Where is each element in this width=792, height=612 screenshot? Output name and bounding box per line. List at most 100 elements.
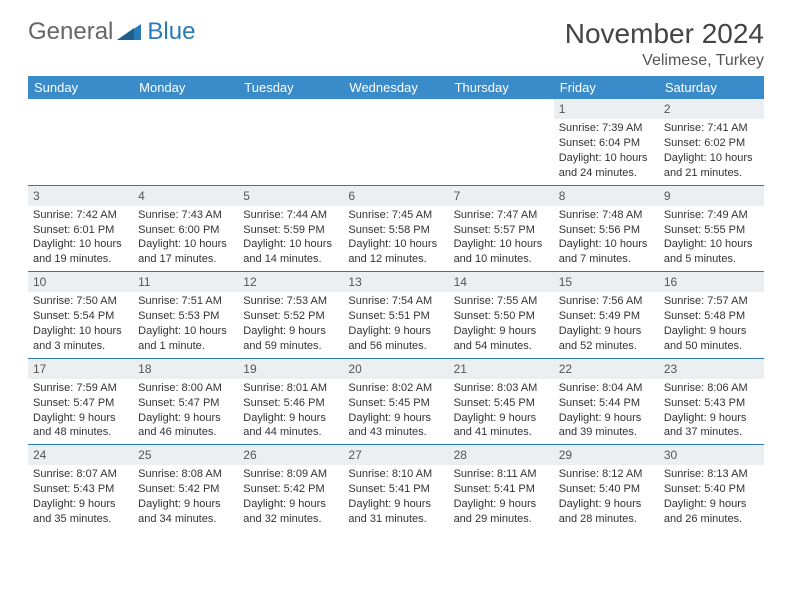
calendar-cell	[133, 99, 238, 185]
sunrise-text: Sunrise: 7:51 AM	[138, 294, 233, 309]
day-details: Sunrise: 7:59 AMSunset: 5:47 PMDaylight:…	[28, 379, 133, 444]
daylight-line1: Daylight: 9 hours	[664, 497, 759, 512]
sunset-text: Sunset: 5:43 PM	[664, 396, 759, 411]
logo-triangle-icon	[117, 22, 143, 42]
calendar-week: 24Sunrise: 8:07 AMSunset: 5:43 PMDayligh…	[28, 445, 764, 531]
day-details: Sunrise: 8:12 AMSunset: 5:40 PMDaylight:…	[554, 465, 659, 530]
daylight-line1: Daylight: 9 hours	[454, 324, 549, 339]
daylight-line1: Daylight: 9 hours	[138, 497, 233, 512]
calendar-cell: 10Sunrise: 7:50 AMSunset: 5:54 PMDayligh…	[28, 272, 133, 359]
sunrise-text: Sunrise: 7:43 AM	[138, 208, 233, 223]
day-header: Friday	[554, 76, 659, 99]
sunrise-text: Sunrise: 7:48 AM	[559, 208, 654, 223]
sunrise-text: Sunrise: 8:01 AM	[243, 381, 338, 396]
calendar-cell	[238, 99, 343, 185]
sunset-text: Sunset: 5:47 PM	[138, 396, 233, 411]
calendar-week: 10Sunrise: 7:50 AMSunset: 5:54 PMDayligh…	[28, 272, 764, 359]
daylight-line1: Daylight: 9 hours	[33, 497, 128, 512]
calendar-cell: 30Sunrise: 8:13 AMSunset: 5:40 PMDayligh…	[659, 445, 764, 531]
daylight-line1: Daylight: 10 hours	[243, 237, 338, 252]
sunrise-text: Sunrise: 7:41 AM	[664, 121, 759, 136]
calendar-cell: 6Sunrise: 7:45 AMSunset: 5:58 PMDaylight…	[343, 185, 448, 272]
daylight-line2: and 10 minutes.	[454, 252, 549, 267]
sunrise-text: Sunrise: 7:44 AM	[243, 208, 338, 223]
daylight-line1: Daylight: 9 hours	[559, 411, 654, 426]
day-details: Sunrise: 7:41 AMSunset: 6:02 PMDaylight:…	[659, 119, 764, 184]
day-number: 23	[659, 359, 764, 379]
sunset-text: Sunset: 5:44 PM	[559, 396, 654, 411]
day-details: Sunrise: 8:04 AMSunset: 5:44 PMDaylight:…	[554, 379, 659, 444]
day-number: 6	[343, 186, 448, 206]
day-details: Sunrise: 7:39 AMSunset: 6:04 PMDaylight:…	[554, 119, 659, 184]
sunset-text: Sunset: 6:04 PM	[559, 136, 654, 151]
calendar-cell: 12Sunrise: 7:53 AMSunset: 5:52 PMDayligh…	[238, 272, 343, 359]
day-number: 7	[449, 186, 554, 206]
daylight-line2: and 28 minutes.	[559, 512, 654, 527]
day-number: 30	[659, 445, 764, 465]
calendar-cell: 2Sunrise: 7:41 AMSunset: 6:02 PMDaylight…	[659, 99, 764, 185]
daylight-line1: Daylight: 9 hours	[33, 411, 128, 426]
day-details: Sunrise: 7:53 AMSunset: 5:52 PMDaylight:…	[238, 292, 343, 357]
daylight-line1: Daylight: 10 hours	[454, 237, 549, 252]
calendar-cell	[449, 99, 554, 185]
sunset-text: Sunset: 5:40 PM	[664, 482, 759, 497]
day-number: 27	[343, 445, 448, 465]
header-row: General Blue November 2024 Velimese, Tur…	[28, 18, 764, 70]
daylight-line2: and 50 minutes.	[664, 339, 759, 354]
daylight-line2: and 14 minutes.	[243, 252, 338, 267]
day-details: Sunrise: 8:09 AMSunset: 5:42 PMDaylight:…	[238, 465, 343, 530]
daylight-line1: Daylight: 9 hours	[664, 411, 759, 426]
sunset-text: Sunset: 5:42 PM	[243, 482, 338, 497]
calendar-page: General Blue November 2024 Velimese, Tur…	[0, 0, 792, 541]
sunrise-text: Sunrise: 8:09 AM	[243, 467, 338, 482]
daylight-line1: Daylight: 9 hours	[243, 324, 338, 339]
sunset-text: Sunset: 5:55 PM	[664, 223, 759, 238]
day-details: Sunrise: 7:42 AMSunset: 6:01 PMDaylight:…	[28, 206, 133, 271]
day-number: 13	[343, 272, 448, 292]
daylight-line1: Daylight: 9 hours	[348, 324, 443, 339]
daylight-line2: and 19 minutes.	[33, 252, 128, 267]
day-number: 29	[554, 445, 659, 465]
daylight-line2: and 43 minutes.	[348, 425, 443, 440]
sunrise-text: Sunrise: 7:55 AM	[454, 294, 549, 309]
calendar-cell: 22Sunrise: 8:04 AMSunset: 5:44 PMDayligh…	[554, 358, 659, 445]
day-number: 25	[133, 445, 238, 465]
logo-word-1: General	[28, 18, 113, 46]
daylight-line1: Daylight: 9 hours	[454, 497, 549, 512]
daylight-line1: Daylight: 10 hours	[138, 237, 233, 252]
sunset-text: Sunset: 5:43 PM	[33, 482, 128, 497]
sunrise-text: Sunrise: 8:00 AM	[138, 381, 233, 396]
day-header: Thursday	[449, 76, 554, 99]
daylight-line2: and 17 minutes.	[138, 252, 233, 267]
calendar-cell	[343, 99, 448, 185]
sunrise-text: Sunrise: 8:04 AM	[559, 381, 654, 396]
day-details: Sunrise: 7:44 AMSunset: 5:59 PMDaylight:…	[238, 206, 343, 271]
daylight-line2: and 31 minutes.	[348, 512, 443, 527]
sunrise-text: Sunrise: 8:13 AM	[664, 467, 759, 482]
sunrise-text: Sunrise: 8:08 AM	[138, 467, 233, 482]
day-details: Sunrise: 7:49 AMSunset: 5:55 PMDaylight:…	[659, 206, 764, 271]
day-number: 15	[554, 272, 659, 292]
sunset-text: Sunset: 5:51 PM	[348, 309, 443, 324]
calendar-cell: 11Sunrise: 7:51 AMSunset: 5:53 PMDayligh…	[133, 272, 238, 359]
calendar-week: 3Sunrise: 7:42 AMSunset: 6:01 PMDaylight…	[28, 185, 764, 272]
sunset-text: Sunset: 5:42 PM	[138, 482, 233, 497]
sunrise-text: Sunrise: 7:49 AM	[664, 208, 759, 223]
day-details: Sunrise: 7:57 AMSunset: 5:48 PMDaylight:…	[659, 292, 764, 357]
day-number: 2	[659, 99, 764, 119]
daylight-line1: Daylight: 9 hours	[559, 497, 654, 512]
daylight-line1: Daylight: 9 hours	[454, 411, 549, 426]
calendar-cell: 8Sunrise: 7:48 AMSunset: 5:56 PMDaylight…	[554, 185, 659, 272]
day-details: Sunrise: 7:50 AMSunset: 5:54 PMDaylight:…	[28, 292, 133, 357]
day-details: Sunrise: 8:13 AMSunset: 5:40 PMDaylight:…	[659, 465, 764, 530]
day-details: Sunrise: 8:03 AMSunset: 5:45 PMDaylight:…	[449, 379, 554, 444]
calendar-cell: 23Sunrise: 8:06 AMSunset: 5:43 PMDayligh…	[659, 358, 764, 445]
daylight-line2: and 48 minutes.	[33, 425, 128, 440]
day-details: Sunrise: 8:06 AMSunset: 5:43 PMDaylight:…	[659, 379, 764, 444]
day-number: 9	[659, 186, 764, 206]
day-number: 1	[554, 99, 659, 119]
day-details: Sunrise: 8:11 AMSunset: 5:41 PMDaylight:…	[449, 465, 554, 530]
sunrise-text: Sunrise: 7:39 AM	[559, 121, 654, 136]
calendar-cell: 13Sunrise: 7:54 AMSunset: 5:51 PMDayligh…	[343, 272, 448, 359]
sunrise-text: Sunrise: 8:11 AM	[454, 467, 549, 482]
